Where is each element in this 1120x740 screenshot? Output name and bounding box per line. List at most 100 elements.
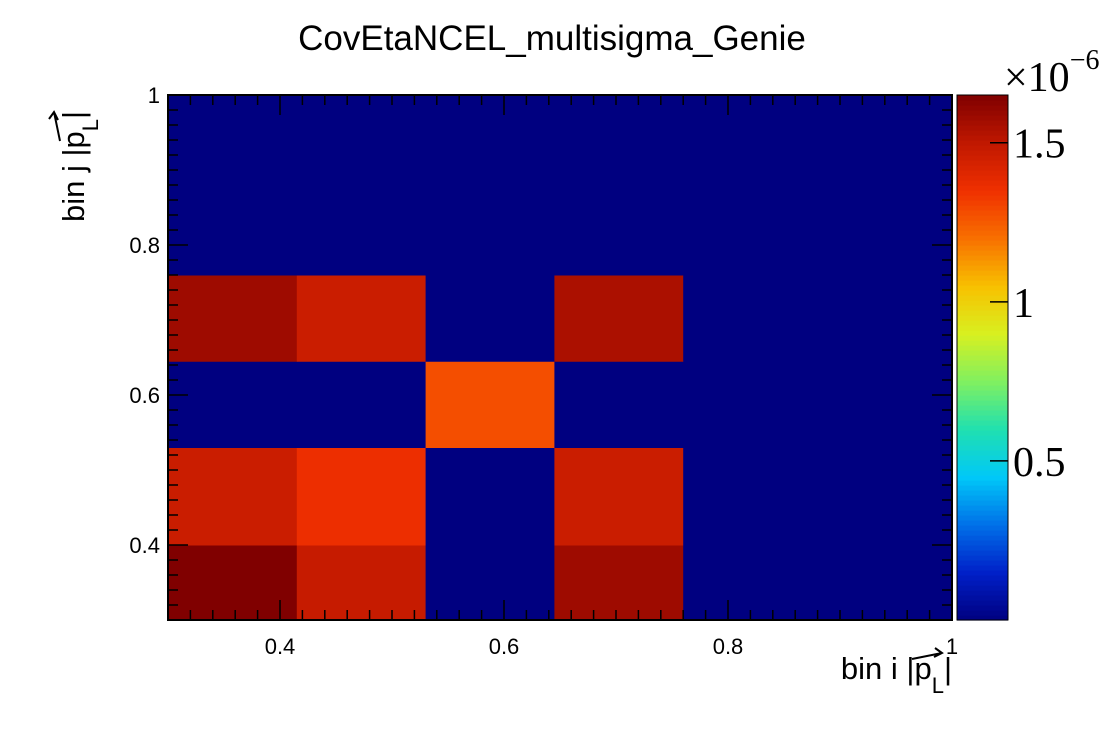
colorbar-segment (957, 105, 1008, 111)
colorbar-segment (957, 155, 1008, 161)
colorbar-segment (957, 295, 1008, 301)
x-tick-label: 0.4 (265, 634, 296, 659)
x-axis-label: bin i |pL| (841, 651, 952, 698)
colorbar-segment (957, 460, 1008, 466)
colorbar-segment (957, 450, 1008, 456)
heatmap-cell (425, 275, 555, 362)
colorbar-segment (957, 345, 1008, 351)
colorbar-segment (957, 550, 1008, 556)
colorbar-segment (957, 500, 1008, 506)
heatmap-cell (425, 361, 555, 448)
colorbar-segment (957, 355, 1008, 361)
colorbar-segment (957, 175, 1008, 181)
colorbar-segment (957, 425, 1008, 431)
colorbar-segment (957, 100, 1008, 106)
heatmap-cell (296, 361, 427, 448)
colorbar-segment (957, 140, 1008, 146)
colorbar-segment (957, 360, 1008, 366)
colorbar-segment (957, 110, 1008, 116)
colorbar-segment (957, 185, 1008, 191)
colorbar-segment (957, 515, 1008, 521)
colorbar-segment (957, 590, 1008, 596)
heatmap-cell (683, 95, 953, 276)
colorbar-segment (957, 415, 1008, 421)
colorbar-segment (957, 145, 1008, 151)
colorbar-segment (957, 230, 1008, 236)
colorbar-segment (957, 555, 1008, 561)
colorbar-segment (957, 595, 1008, 601)
colorbar-segment (957, 120, 1008, 126)
colorbar-segment (957, 215, 1008, 221)
colorbar-segment (957, 525, 1008, 531)
colorbar-segment (957, 535, 1008, 541)
colorbar-segment (957, 250, 1008, 256)
colorbar-segment (957, 470, 1008, 476)
colorbar-segment (957, 485, 1008, 491)
colorbar-segment (957, 270, 1008, 276)
y-tick-label: 0.8 (129, 233, 160, 258)
colorbar-segment (957, 280, 1008, 286)
heatmap-cell (425, 447, 555, 546)
colorbar-segment (957, 255, 1008, 261)
colorbar-segment (957, 240, 1008, 246)
colorbar-segment (957, 585, 1008, 591)
colorbar-segment (957, 290, 1008, 296)
colorbar-segment (957, 530, 1008, 536)
colorbar-segment (957, 580, 1008, 586)
colorbar-segment (957, 420, 1008, 426)
heatmap-cell (425, 545, 555, 621)
colorbar-segment (957, 465, 1008, 471)
colorbar-segment (957, 300, 1008, 306)
colorbar-segment (957, 225, 1008, 231)
colorbar-segment (957, 480, 1008, 486)
colorbar-segment (957, 205, 1008, 211)
colorbar-segment (957, 495, 1008, 501)
heatmap-cell (168, 95, 298, 276)
colorbar-segment (957, 150, 1008, 156)
colorbar-segment (957, 170, 1008, 176)
colorbar-segment (957, 165, 1008, 171)
colorbar-segment (957, 600, 1008, 606)
heatmap-cell (683, 545, 953, 621)
colorbar-segment (957, 260, 1008, 266)
colorbar-segment (957, 235, 1008, 241)
x-tick-label: 0.8 (713, 634, 744, 659)
colorbar-tick-label: 0.5 (1013, 440, 1066, 486)
colorbar-segment (957, 325, 1008, 331)
x-axis-ticks: 0.4 0.6 0.8 1 (167, 95, 958, 659)
colorbar-tick-label: 1.5 (1013, 122, 1066, 168)
colorbar-segment (957, 95, 1008, 101)
colorbar-segment (957, 390, 1008, 396)
colorbar-segment (957, 505, 1008, 511)
colorbar-segment (957, 575, 1008, 581)
colorbar: 0.5 1 1.5 (956, 94, 1066, 621)
colorbar-segment (957, 605, 1008, 611)
colorbar-segment (957, 115, 1008, 121)
y-axis-label: bin j |pL| (56, 111, 103, 222)
colorbar-segment (957, 615, 1008, 621)
heatmap-cell (554, 95, 684, 276)
colorbar-segment (957, 490, 1008, 496)
colorbar-segment (957, 405, 1008, 411)
heatmap-cell (683, 447, 953, 546)
colorbar-segment (957, 340, 1008, 346)
colorbar-segment (957, 195, 1008, 201)
colorbar-segment (957, 560, 1008, 566)
colorbar-segment (957, 210, 1008, 216)
heatmap-cell (168, 447, 298, 546)
colorbar-segment (957, 400, 1008, 406)
colorbar-segment (957, 130, 1008, 136)
colorbar-segment (957, 190, 1008, 196)
colorbar-segment (957, 475, 1008, 481)
colorbar-segment (957, 245, 1008, 251)
colorbar-segment (957, 320, 1008, 326)
colorbar-segment (957, 375, 1008, 381)
y-tick-label: 0.6 (129, 383, 160, 408)
colorbar-segment (957, 125, 1008, 131)
colorbar-segment (957, 455, 1008, 461)
heatmap-cell (296, 545, 427, 621)
colorbar-segment (957, 200, 1008, 206)
heatmap-cell (554, 275, 684, 362)
x-tick-label: 1 (946, 634, 958, 659)
colorbar-segment (957, 385, 1008, 391)
